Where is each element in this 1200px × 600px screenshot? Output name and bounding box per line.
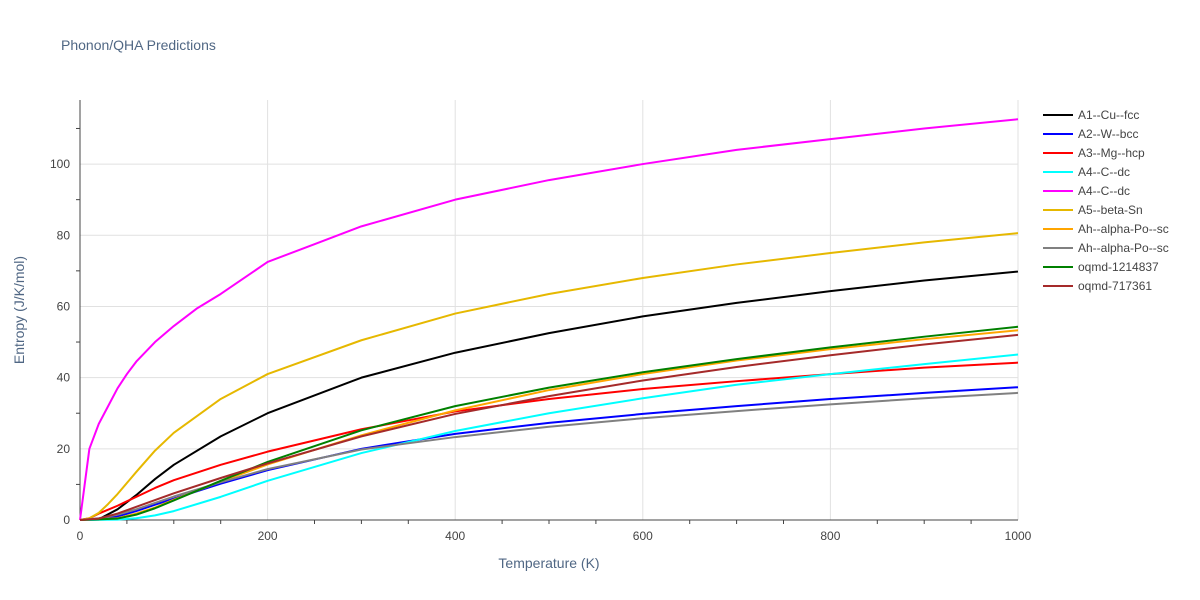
legend-label: Ah--alpha-Po--sc — [1078, 222, 1169, 236]
series-line-8 — [79, 391, 1019, 521]
chart-title: Phonon/QHA Predictions — [61, 37, 216, 53]
legend-label: A4--C--dc — [1078, 165, 1130, 179]
y-tick-label: 0 — [63, 513, 70, 527]
x-axis-title: Temperature (K) — [498, 555, 599, 571]
series-line-7 — [79, 329, 1019, 521]
legend-item[interactable]: A1--Cu--fcc — [1043, 108, 1139, 122]
grid — [80, 100, 1019, 520]
series-line-3 — [79, 361, 1019, 521]
series-line-4 — [79, 353, 1019, 521]
x-tick-label: 0 — [77, 529, 84, 543]
legend-label: Ah--alpha-Po--sc — [1078, 241, 1169, 255]
x-tick-label: 1000 — [1005, 529, 1032, 543]
series-lines — [79, 118, 1019, 521]
legend-label: oqmd-1214837 — [1078, 260, 1159, 274]
series-line-5 — [79, 118, 1019, 521]
y-axis-title: Entropy (J/K/mol) — [11, 256, 27, 364]
legend-item[interactable]: A5--beta-Sn — [1043, 203, 1143, 217]
x-tick-label: 200 — [258, 529, 278, 543]
legend-item[interactable]: A4--C--dc — [1043, 165, 1130, 179]
legend-label: A2--W--bcc — [1078, 127, 1138, 141]
tick-labels: 0 200 400 600 800 1000 0 20 40 60 80 100 — [50, 157, 1032, 543]
legend-label: A5--beta-Sn — [1078, 203, 1143, 217]
legend-item[interactable]: A4--C--dc — [1043, 184, 1130, 198]
y-tick-label: 20 — [57, 442, 71, 456]
legend-item[interactable]: Ah--alpha-Po--sc — [1043, 241, 1169, 255]
legend-label: A4--C--dc — [1078, 184, 1130, 198]
y-tick-label: 40 — [57, 371, 71, 385]
legend-item[interactable]: A2--W--bcc — [1043, 127, 1138, 141]
x-tick-label: 800 — [820, 529, 840, 543]
series-line-10 — [79, 333, 1019, 521]
legend-item[interactable]: oqmd-717361 — [1043, 279, 1152, 293]
y-tick-label: 80 — [57, 228, 71, 242]
series-line-6 — [79, 232, 1019, 521]
legend-label: oqmd-717361 — [1078, 279, 1152, 293]
series-line-9 — [79, 325, 1019, 521]
axes — [76, 100, 1018, 524]
legend-item[interactable]: Ah--alpha-Po--sc — [1043, 222, 1169, 236]
legend-item[interactable]: A3--Mg--hcp — [1043, 146, 1145, 160]
legend-label: A3--Mg--hcp — [1078, 146, 1145, 160]
legend-label: A1--Cu--fcc — [1078, 108, 1139, 122]
legend: A1--Cu--fcc A2--W--bcc A3--Mg--hcp A4--C--d… — [1043, 108, 1169, 293]
series-line-2 — [79, 386, 1019, 521]
legend-item[interactable]: oqmd-1214837 — [1043, 260, 1159, 274]
x-tick-label: 400 — [445, 529, 465, 543]
y-tick-label: 100 — [50, 157, 70, 171]
y-tick-label: 60 — [57, 299, 71, 313]
x-tick-label: 600 — [633, 529, 653, 543]
